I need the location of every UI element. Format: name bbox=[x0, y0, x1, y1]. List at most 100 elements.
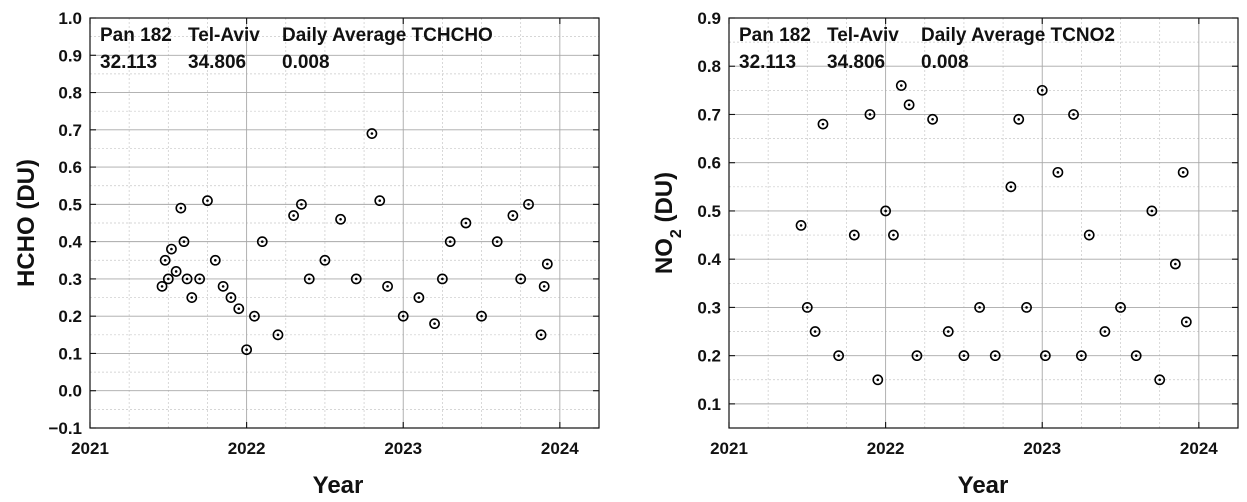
no2-data-point bbox=[1154, 374, 1166, 386]
no2-ann-latitude: 32.113 bbox=[739, 52, 796, 73]
no2-data-point bbox=[911, 350, 923, 362]
hcho-data-point bbox=[296, 198, 307, 210]
hcho-ann-latitude: 32.113 bbox=[100, 52, 157, 73]
no2-data-point bbox=[1169, 258, 1181, 270]
hcho-data-point bbox=[241, 344, 253, 356]
hcho-y-tick-labels: −0.1 0.0 0.1 0.2 0.3 0.4 0.5 0.6 0.7 0.8 0.9 1.0 bbox=[48, 9, 82, 438]
no2-data-point bbox=[1005, 181, 1017, 193]
hcho-data-point bbox=[366, 128, 378, 139]
hcho-y-tick-label: 0.7 bbox=[58, 121, 82, 140]
hcho-data-point bbox=[162, 273, 174, 285]
no2-data-point bbox=[1130, 350, 1142, 362]
no2-y-tick-label: 0.1 bbox=[697, 395, 721, 414]
hcho-y-tick-label: 0.1 bbox=[58, 344, 82, 363]
hcho-data-point bbox=[382, 280, 393, 292]
no2-y-tick-label: 0.4 bbox=[697, 250, 721, 269]
hcho-x-tick-labels: 2021 2022 2023 2024 bbox=[71, 439, 579, 458]
hcho-data-points bbox=[156, 128, 553, 356]
hcho-ann-product: Daily Average TCHCHO bbox=[282, 25, 493, 46]
hcho-data-point bbox=[156, 280, 168, 292]
no2-ann-location: Tel-Aviv bbox=[827, 25, 899, 46]
hcho-data-point bbox=[209, 254, 221, 266]
hcho-data-point bbox=[507, 210, 519, 221]
hcho-chart: −0.1 0.0 0.1 0.2 0.3 0.4 0.5 0.6 0.7 0.8 0.9 1.0 20… bbox=[13, 9, 600, 499]
hcho-data-point bbox=[515, 273, 527, 285]
hcho-data-point bbox=[374, 195, 386, 207]
hcho-y-tick-label: −0.1 bbox=[48, 419, 82, 438]
no2-y-axis-label: NO2 (DU) bbox=[651, 172, 685, 274]
hcho-x-tick-label: 2022 bbox=[228, 439, 266, 458]
hcho-data-point bbox=[166, 243, 177, 255]
hcho-data-point bbox=[217, 280, 229, 292]
no2-ann-product: Daily Average TCNO2 bbox=[921, 25, 1115, 46]
hcho-ann-value: 0.008 bbox=[282, 52, 330, 73]
hcho-x-tick-label: 2024 bbox=[541, 439, 579, 458]
hcho-ann-location: Tel-Aviv bbox=[188, 25, 260, 46]
no2-data-point bbox=[895, 80, 907, 91]
no2-data-point bbox=[1039, 350, 1051, 362]
hcho-data-point bbox=[256, 236, 268, 248]
hcho-data-point bbox=[523, 198, 534, 210]
hcho-data-point bbox=[397, 310, 409, 322]
no2-y-tick-label: 0.3 bbox=[697, 298, 721, 317]
hcho-x-axis-label: Year bbox=[313, 472, 364, 499]
no2-data-point bbox=[1099, 326, 1111, 337]
hcho-data-point bbox=[319, 254, 331, 266]
no2-data-point bbox=[848, 229, 860, 241]
no2-data-point bbox=[809, 326, 821, 337]
no2-data-point bbox=[1013, 113, 1025, 125]
no2-y-tick-label: 0.9 bbox=[697, 9, 721, 28]
no2-data-point bbox=[801, 302, 813, 313]
no2-data-point bbox=[1180, 316, 1192, 328]
hcho-x-tick-label: 2023 bbox=[384, 439, 422, 458]
no2-data-point bbox=[927, 113, 938, 125]
hcho-data-point bbox=[303, 273, 315, 285]
no2-data-point bbox=[1068, 109, 1079, 120]
no2-data-point bbox=[1146, 205, 1158, 217]
no2-data-point bbox=[958, 350, 970, 362]
no2-data-point bbox=[1021, 302, 1032, 313]
no2-x-tick-labels: 2021 2022 2023 2024 bbox=[710, 439, 1218, 458]
no2-ann-value: 0.008 bbox=[921, 52, 969, 73]
hcho-y-tick-label: 0.3 bbox=[58, 270, 82, 289]
hcho-y-tick-label: 0.6 bbox=[58, 158, 82, 177]
hcho-data-point bbox=[194, 273, 206, 285]
no2-data-point bbox=[1075, 350, 1087, 362]
no2-data-point bbox=[880, 205, 892, 217]
no2-y-tick-label: 0.5 bbox=[697, 202, 721, 221]
no2-data-point bbox=[1177, 166, 1189, 178]
hcho-y-tick-label: 0.2 bbox=[58, 307, 82, 326]
no2-data-point bbox=[888, 229, 899, 241]
hcho-data-point bbox=[429, 318, 440, 330]
hcho-y-tick-label: 0.8 bbox=[58, 84, 82, 103]
hcho-plot-frame bbox=[89, 17, 600, 429]
hcho-gridlines bbox=[90, 18, 600, 428]
no2-y-tick-label: 0.6 bbox=[697, 154, 721, 173]
hcho-y-tick-label: 1.0 bbox=[58, 9, 82, 28]
hcho-ticks bbox=[89, 17, 599, 429]
no2-y-tick-label: 0.7 bbox=[697, 105, 721, 124]
no2-data-point bbox=[1083, 229, 1095, 241]
no2-data-point bbox=[795, 220, 807, 231]
hcho-data-point bbox=[175, 202, 187, 214]
hcho-data-point bbox=[202, 195, 213, 207]
no2-data-point bbox=[989, 350, 1001, 362]
hcho-annotation: Pan 182 Tel-Aviv Daily Average TCHCHO 32… bbox=[100, 25, 493, 73]
hcho-data-point bbox=[350, 273, 362, 285]
no2-y-tick-label: 0.8 bbox=[697, 57, 721, 76]
no2-data-point bbox=[903, 99, 915, 111]
no2-data-point bbox=[1052, 166, 1064, 178]
no2-data-point bbox=[974, 302, 985, 313]
no2-x-tick-label: 2022 bbox=[867, 439, 905, 458]
hcho-y-tick-label: 0.0 bbox=[58, 382, 82, 401]
hcho-data-point bbox=[491, 236, 503, 248]
hcho-data-point bbox=[444, 236, 456, 248]
no2-ann-instrument: Pan 182 bbox=[739, 25, 811, 46]
no2-x-tick-label: 2024 bbox=[1180, 439, 1218, 458]
no2-ann-longitude: 34.806 bbox=[827, 52, 885, 73]
hcho-data-point bbox=[460, 217, 472, 229]
no2-x-tick-label: 2023 bbox=[1023, 439, 1061, 458]
hcho-data-point bbox=[159, 254, 171, 266]
no2-annotation: Pan 182 Tel-Aviv Daily Average TCNO2 32.… bbox=[739, 25, 1115, 73]
